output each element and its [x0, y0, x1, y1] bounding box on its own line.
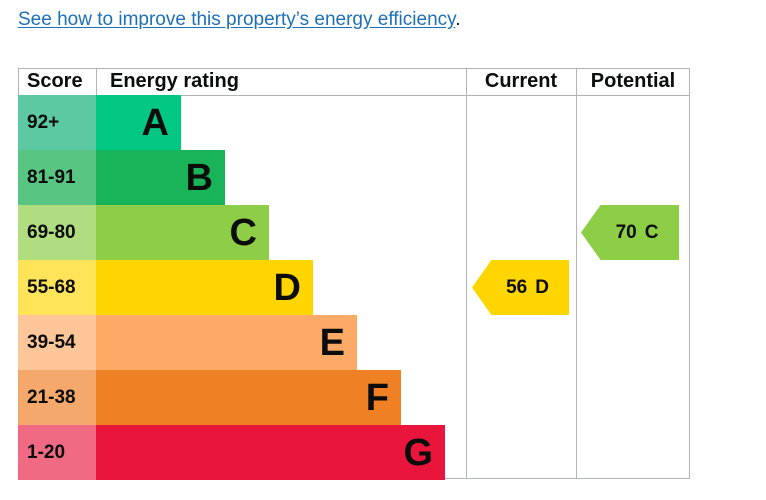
rating-bar-g: G [96, 425, 445, 480]
rating-letter-g: G [403, 431, 433, 474]
current-letter: D [535, 276, 549, 298]
rating-bar-c: C [96, 205, 269, 260]
rating-letter-d: D [273, 266, 301, 309]
improve-efficiency-link[interactable]: See how to improve this property’s energ… [18, 9, 456, 30]
potential-score: 70 [615, 221, 637, 243]
intro-text: See how to improve this property’s energ… [18, 9, 461, 31]
rating-letter-c: C [229, 211, 257, 254]
rating-bar-a: A [96, 95, 181, 150]
score-range-f: 21-38 [18, 370, 96, 425]
potential-letter: C [644, 221, 659, 243]
rating-bar-e: E [96, 315, 357, 370]
current-rating-marker: 56 D [472, 260, 569, 315]
score-range-a: 92+ [18, 95, 96, 150]
rating-letter-a: A [141, 101, 169, 144]
score-header: Score [27, 70, 83, 92]
rating-letter-b: B [185, 156, 213, 199]
score-range-d: 55-68 [18, 260, 96, 315]
rating-bar-f: F [96, 370, 401, 425]
intro-period: . [455, 9, 461, 30]
energy-rating-chart: Score Energy rating Current Potential 92… [18, 68, 690, 480]
right-border [689, 68, 690, 479]
potential-header: Potential [590, 70, 676, 92]
potential-rating-marker: 70 C [581, 205, 679, 260]
current-score: 56 [506, 276, 528, 298]
energy-rating-header: Energy rating [110, 70, 239, 92]
rating-letter-f: F [365, 376, 389, 419]
rating-bar-b: B [96, 150, 225, 205]
current-header: Current [484, 70, 558, 92]
header-divider [18, 95, 690, 96]
table-top-border [18, 68, 690, 69]
score-range-g: 1-20 [18, 425, 96, 480]
rating-bar-d: D [96, 260, 313, 315]
score-range-b: 81-91 [18, 150, 96, 205]
score-range-e: 39-54 [18, 315, 96, 370]
rating-letter-e: E [319, 321, 345, 364]
score-range-c: 69-80 [18, 205, 96, 260]
current-divider [466, 68, 467, 479]
potential-divider [576, 68, 577, 479]
